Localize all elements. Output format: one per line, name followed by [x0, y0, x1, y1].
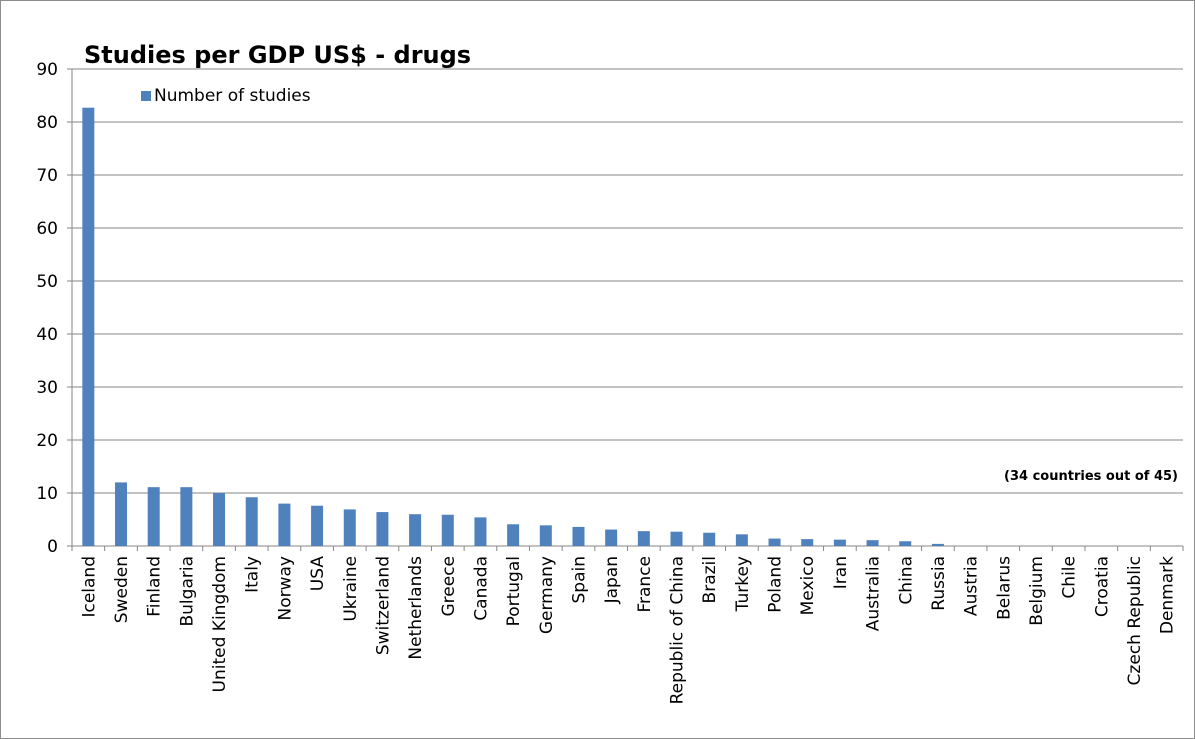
y-tick-label: 90	[36, 60, 58, 80]
bar	[213, 493, 226, 546]
bar	[409, 514, 422, 546]
x-tick-label: Canada	[471, 556, 491, 621]
y-tick-label: 20	[36, 431, 58, 451]
x-tick-label: Mexico	[798, 556, 818, 615]
x-tick-label: Norway	[275, 556, 295, 621]
bar	[343, 509, 356, 546]
bar	[866, 540, 879, 546]
x-tick-label: Finland	[145, 556, 165, 617]
x-tick-label: France	[635, 556, 655, 613]
x-tick-label: Portugal	[504, 556, 524, 626]
x-tick-label: Australia	[864, 556, 884, 631]
x-tick-label: Brazil	[700, 556, 720, 603]
bar	[507, 524, 520, 546]
bar	[441, 514, 454, 546]
x-tick-label: Belgium	[1027, 556, 1047, 626]
x-tick-label: Bulgaria	[177, 556, 197, 627]
y-tick-label: 50	[36, 272, 58, 292]
bar	[311, 505, 324, 546]
x-tick-label: Iran	[831, 556, 851, 589]
x-tick-label: USA	[308, 556, 328, 592]
x-tick-label: Denmark	[1158, 556, 1178, 634]
x-tick-label: Ukraine	[341, 556, 361, 622]
x-tick-label: Austria	[962, 556, 982, 616]
legend-swatch	[141, 91, 151, 101]
y-tick-label: 70	[36, 166, 58, 186]
x-tick-label: Chile	[1060, 556, 1080, 599]
x-tick-label: Belarus	[994, 556, 1014, 620]
legend: Number of studies	[141, 84, 311, 108]
bar	[605, 529, 618, 546]
x-tick-label: Sweden	[112, 556, 132, 623]
y-tick-label: 60	[36, 219, 58, 239]
bar	[670, 531, 683, 546]
legend-label: Number of studies	[154, 86, 311, 106]
bar	[833, 539, 846, 546]
bar	[703, 532, 716, 546]
x-tick-label: Netherlands	[406, 556, 426, 660]
bar	[931, 543, 944, 546]
bar	[572, 526, 585, 546]
annotation-note: (34 countries out of 45)	[1004, 469, 1178, 484]
bar	[474, 517, 487, 546]
bar	[801, 539, 814, 546]
x-tick-label: United Kingdom	[210, 556, 230, 692]
x-tick-label: Germany	[537, 556, 557, 634]
bar	[768, 538, 781, 546]
y-tick-label: 80	[36, 113, 58, 133]
bar	[115, 482, 128, 546]
x-tick-label: Czech Republic	[1125, 556, 1145, 685]
bar	[278, 503, 291, 546]
x-tick-label: Poland	[766, 556, 786, 613]
bar	[147, 487, 160, 546]
bar	[82, 107, 95, 546]
bar	[180, 487, 193, 546]
x-tick-label: Italy	[243, 556, 263, 593]
y-tick-label: 40	[36, 325, 58, 345]
y-tick-label: 0	[47, 537, 58, 557]
x-tick-label: Switzerland	[373, 556, 393, 655]
x-tick-label: Croatia	[1092, 556, 1112, 617]
bar	[245, 497, 258, 546]
chart-title: Studies per GDP US$ - drugs	[84, 41, 472, 69]
x-tick-label: Greece	[439, 556, 459, 617]
bar	[735, 534, 748, 546]
bar	[539, 525, 552, 546]
x-tick-label: China	[896, 556, 916, 605]
bar	[376, 512, 389, 546]
x-tick-label: Iceland	[79, 556, 99, 618]
bar	[637, 531, 650, 546]
x-tick-label: Japan	[602, 556, 622, 604]
x-tick-label: Republic of China	[668, 556, 688, 704]
y-tick-label: 10	[36, 484, 58, 504]
y-tick-label: 30	[36, 378, 58, 398]
bar	[899, 541, 912, 546]
x-tick-label: Turkey	[733, 556, 753, 612]
x-tick-label: Russia	[929, 556, 949, 611]
x-tick-label: Spain	[569, 556, 589, 604]
